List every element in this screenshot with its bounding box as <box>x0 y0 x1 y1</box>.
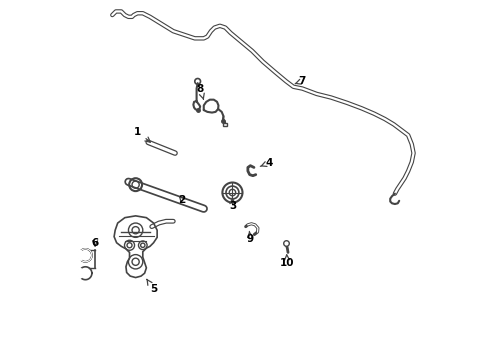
Text: 1: 1 <box>134 127 150 142</box>
Text: 2: 2 <box>179 195 186 205</box>
Bar <box>223 123 227 126</box>
Text: 3: 3 <box>229 198 236 211</box>
Text: 7: 7 <box>295 76 305 86</box>
Text: 5: 5 <box>147 279 157 294</box>
Text: 6: 6 <box>92 238 98 248</box>
Text: 10: 10 <box>280 255 294 268</box>
Text: 4: 4 <box>260 158 273 168</box>
Text: 8: 8 <box>196 84 204 99</box>
Text: 9: 9 <box>247 231 254 244</box>
